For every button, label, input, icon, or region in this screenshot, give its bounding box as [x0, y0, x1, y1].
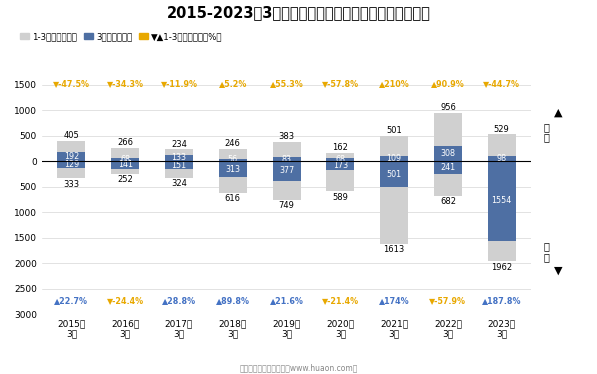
Text: 68: 68: [336, 155, 345, 164]
Text: 956: 956: [440, 103, 456, 112]
Bar: [488, 156, 516, 161]
Bar: [488, 161, 516, 240]
Bar: [111, 148, 139, 161]
Text: 出
口: 出 口: [543, 122, 549, 142]
Text: 162: 162: [333, 143, 348, 152]
Bar: [327, 158, 355, 161]
Bar: [327, 153, 355, 161]
Bar: [57, 161, 85, 178]
Text: 109: 109: [387, 154, 402, 163]
Text: 333: 333: [63, 180, 79, 188]
Bar: [273, 142, 300, 161]
Text: 383: 383: [278, 132, 295, 141]
Bar: [327, 161, 355, 170]
Text: 1962: 1962: [491, 263, 512, 272]
Text: ▼-34.3%: ▼-34.3%: [107, 79, 144, 88]
Text: 682: 682: [440, 197, 456, 206]
Text: ▼-24.4%: ▼-24.4%: [107, 297, 144, 306]
Text: 313: 313: [225, 165, 240, 174]
Bar: [111, 161, 139, 174]
Bar: [111, 158, 139, 161]
Text: 266: 266: [117, 138, 133, 147]
Text: 308: 308: [441, 149, 456, 158]
Bar: [273, 157, 300, 161]
Bar: [165, 154, 193, 161]
Text: ▼-21.4%: ▼-21.4%: [322, 297, 359, 306]
Text: 68: 68: [120, 155, 130, 164]
Bar: [380, 156, 408, 161]
Bar: [219, 161, 247, 177]
Legend: 1-3月（万美元）, 3月（万美元）, ▼▲1-3月同比增速（%）: 1-3月（万美元）, 3月（万美元）, ▼▲1-3月同比增速（%）: [17, 29, 226, 45]
Text: 234: 234: [171, 140, 187, 148]
Text: ▲55.3%: ▲55.3%: [270, 79, 303, 88]
Text: 1613: 1613: [383, 245, 405, 254]
Text: 98: 98: [497, 154, 507, 163]
Text: ▲22.7%: ▲22.7%: [54, 297, 88, 306]
Bar: [488, 161, 516, 261]
Text: ▲174%: ▲174%: [379, 297, 410, 306]
Text: 616: 616: [224, 194, 241, 203]
Bar: [165, 161, 193, 169]
Text: 192: 192: [64, 152, 79, 161]
Text: ▲187.8%: ▲187.8%: [482, 297, 522, 306]
Text: 501: 501: [387, 170, 402, 179]
Bar: [327, 161, 355, 191]
Text: 246: 246: [225, 139, 241, 148]
Text: 制图：华经产业研究院（www.huaon.com）: 制图：华经产业研究院（www.huaon.com）: [239, 363, 358, 372]
Text: ▼-11.9%: ▼-11.9%: [161, 79, 198, 88]
Bar: [219, 149, 247, 161]
Bar: [380, 161, 408, 243]
Text: 405: 405: [63, 131, 79, 140]
Text: 56: 56: [227, 156, 238, 165]
Bar: [57, 151, 85, 161]
Bar: [273, 161, 300, 199]
Text: ▲21.6%: ▲21.6%: [270, 297, 303, 306]
Text: ▼-57.9%: ▼-57.9%: [429, 297, 466, 306]
Text: 501: 501: [386, 126, 402, 135]
Text: 151: 151: [171, 161, 186, 170]
Bar: [273, 161, 300, 181]
Text: ▲90.9%: ▲90.9%: [431, 79, 465, 88]
Text: 141: 141: [118, 160, 133, 169]
Text: ▲28.8%: ▲28.8%: [162, 297, 196, 306]
Bar: [219, 159, 247, 161]
Text: 133: 133: [171, 153, 186, 162]
Bar: [111, 161, 139, 169]
Bar: [488, 134, 516, 161]
Bar: [57, 141, 85, 161]
Text: 进
口: 进 口: [543, 242, 549, 262]
Bar: [434, 113, 462, 161]
Text: 241: 241: [441, 163, 456, 172]
Text: 129: 129: [64, 160, 79, 169]
Text: ▲89.8%: ▲89.8%: [216, 297, 250, 306]
Bar: [219, 161, 247, 193]
Text: ▼-57.8%: ▼-57.8%: [322, 79, 359, 88]
Text: 749: 749: [279, 201, 294, 210]
Text: 324: 324: [171, 179, 187, 188]
Bar: [380, 161, 408, 187]
Bar: [434, 161, 462, 174]
Text: 2015-2023年3月甘肃省外商投资企业进、出口额统计图: 2015-2023年3月甘肃省外商投资企业进、出口额统计图: [167, 6, 430, 21]
Text: 589: 589: [333, 193, 348, 202]
Text: ▼: ▼: [554, 266, 562, 276]
Bar: [57, 161, 85, 168]
Text: ▼-44.7%: ▼-44.7%: [483, 79, 520, 88]
Text: 1554: 1554: [491, 196, 512, 205]
Text: 529: 529: [494, 125, 510, 134]
Text: ▲210%: ▲210%: [378, 79, 410, 88]
Text: 377: 377: [279, 166, 294, 175]
Text: 173: 173: [333, 161, 348, 170]
Bar: [165, 150, 193, 161]
Text: ▲5.2%: ▲5.2%: [219, 79, 247, 88]
Text: ▲: ▲: [554, 108, 562, 118]
Bar: [434, 146, 462, 161]
Bar: [165, 161, 193, 178]
Text: 252: 252: [117, 175, 133, 184]
Text: ▼-47.5%: ▼-47.5%: [53, 79, 90, 88]
Bar: [380, 136, 408, 161]
Text: 83: 83: [282, 155, 291, 164]
Bar: [434, 161, 462, 196]
